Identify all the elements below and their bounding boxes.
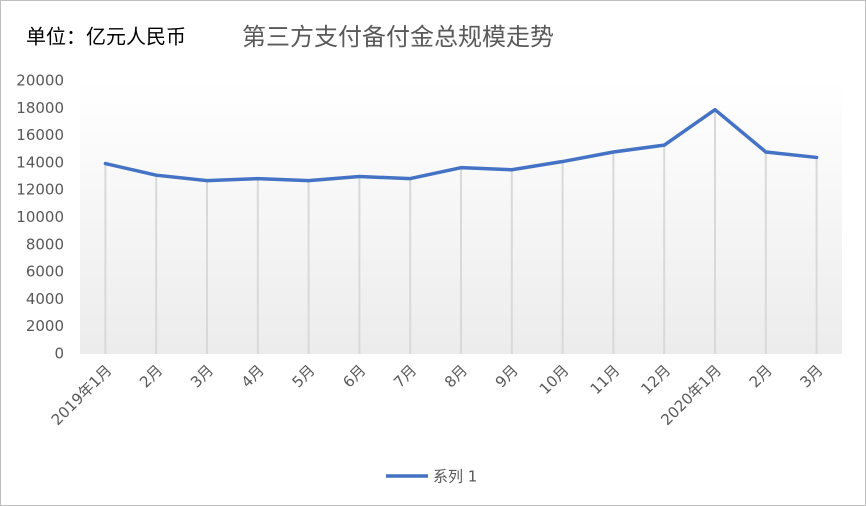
y-tick-label: 0 xyxy=(54,345,64,363)
y-tick-label: 8000 xyxy=(26,235,64,253)
y-tick-label: 16000 xyxy=(16,126,64,144)
unit-label: 单位：亿元人民币 xyxy=(26,25,186,49)
y-tick-label: 10000 xyxy=(16,208,64,226)
y-tick-label: 18000 xyxy=(16,99,64,117)
line-series xyxy=(103,107,819,183)
chart-title: 第三方支付备付金总规模走势 xyxy=(242,23,554,51)
y-tick-label: 14000 xyxy=(16,153,64,171)
y-tick-label: 12000 xyxy=(16,181,64,199)
y-tick-label: 2000 xyxy=(26,317,64,335)
legend-label: 系列 1 xyxy=(433,468,477,486)
y-tick-label: 20000 xyxy=(16,72,64,90)
y-tick-label: 4000 xyxy=(26,290,64,308)
y-tick-label: 6000 xyxy=(26,263,64,281)
